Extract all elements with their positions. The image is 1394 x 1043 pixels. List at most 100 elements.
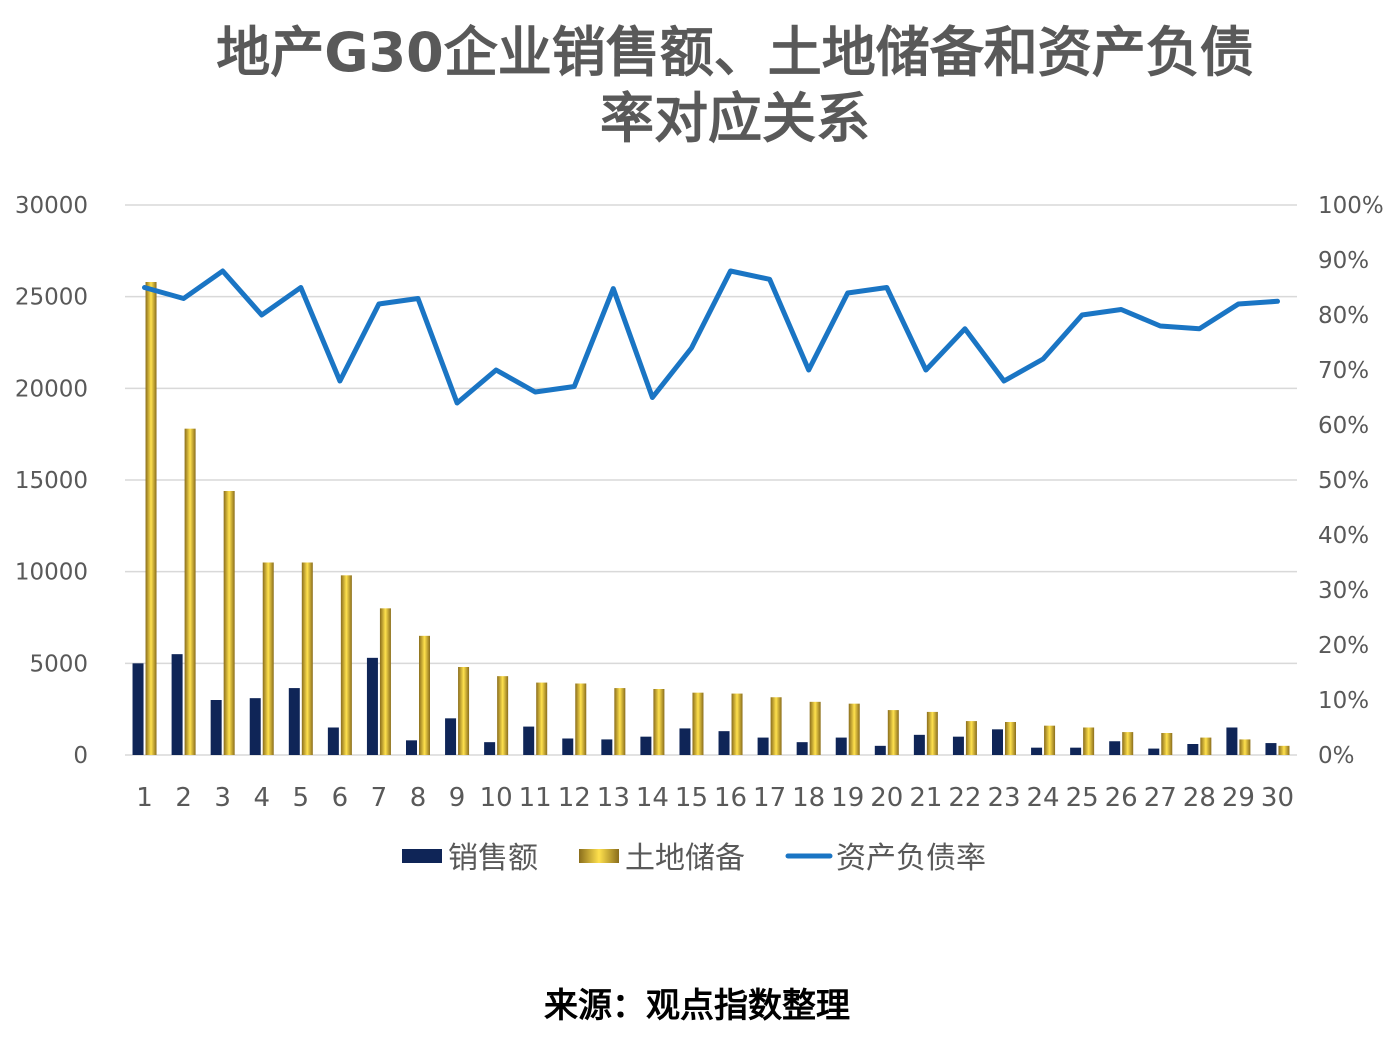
bar-land-reserve bbox=[340, 575, 352, 755]
x-axis-tick-label: 3 bbox=[214, 783, 231, 813]
bar-sales bbox=[718, 731, 730, 755]
bars bbox=[132, 282, 1290, 755]
bar-sales bbox=[874, 745, 886, 755]
bar-sales bbox=[1070, 747, 1082, 755]
right-axis-tick-label: 20% bbox=[1318, 633, 1369, 659]
bar-land-reserve bbox=[809, 701, 821, 755]
bar-land-reserve bbox=[614, 688, 626, 755]
bar-sales bbox=[640, 736, 652, 755]
bar-land-reserve bbox=[1083, 727, 1095, 755]
x-axis-tick-label: 21 bbox=[909, 783, 942, 813]
left-axis-tick-label: 15000 bbox=[15, 468, 88, 494]
bar-sales bbox=[913, 734, 925, 755]
x-axis-tick-label: 19 bbox=[831, 783, 864, 813]
x-axis-tick-label: 29 bbox=[1222, 783, 1255, 813]
left-axis-ticks: 0 5000 10000 15000 20000 25000 30000 bbox=[15, 193, 88, 769]
x-axis-tick-label: 23 bbox=[987, 783, 1020, 813]
bar-land-reserve bbox=[1161, 733, 1173, 755]
left-axis-tick-label: 20000 bbox=[15, 376, 88, 402]
x-axis-tick-label: 27 bbox=[1144, 783, 1177, 813]
bar-land-reserve bbox=[458, 667, 470, 755]
x-axis-tick-label: 2 bbox=[175, 783, 192, 813]
bar-land-reserve bbox=[262, 562, 274, 755]
bar-sales bbox=[835, 737, 847, 755]
x-axis-tick-label: 18 bbox=[792, 783, 825, 813]
bar-land-reserve bbox=[731, 693, 743, 755]
right-axis-ticks: 0% 10% 20% 30% 40% 50% 60% 70% 80% 90% 100% bbox=[1318, 193, 1384, 769]
legend-swatch-land-reserve bbox=[579, 849, 619, 863]
x-axis-tick-label: 14 bbox=[636, 783, 669, 813]
bar-land-reserve bbox=[848, 703, 860, 755]
left-axis-tick-label: 5000 bbox=[29, 651, 88, 677]
legend-swatch-sales bbox=[402, 849, 442, 863]
legend-label-debt-ratio: 资产负债率 bbox=[836, 841, 986, 876]
bar-sales bbox=[562, 738, 574, 755]
x-axis-tick-label: 25 bbox=[1066, 783, 1099, 813]
left-axis-tick-label: 25000 bbox=[15, 285, 88, 311]
bar-sales bbox=[210, 700, 222, 755]
right-axis-tick-label: 100% bbox=[1318, 193, 1384, 219]
bar-land-reserve bbox=[575, 683, 587, 755]
right-axis-tick-label: 0% bbox=[1318, 743, 1355, 769]
bar-sales bbox=[992, 729, 1003, 755]
x-axis-tick-label: 7 bbox=[371, 783, 388, 813]
bar-sales bbox=[366, 657, 378, 755]
chart-title: 地产G30企业销售额、土地储备和资产负债 率对应关系 bbox=[120, 20, 1350, 152]
bar-sales bbox=[1109, 741, 1121, 755]
x-axis-tick-label: 15 bbox=[675, 783, 708, 813]
bar-land-reserve bbox=[145, 282, 157, 755]
right-axis-tick-label: 30% bbox=[1318, 578, 1369, 604]
bar-sales bbox=[757, 737, 769, 755]
bar-sales bbox=[1148, 748, 1160, 755]
x-axis-tick-label: 30 bbox=[1261, 783, 1294, 813]
bar-sales bbox=[601, 739, 613, 755]
x-axis-tick-label: 26 bbox=[1105, 783, 1138, 813]
bar-land-reserve bbox=[301, 562, 313, 755]
bar-sales bbox=[171, 654, 183, 755]
legend-label-land-reserve: 土地储备 bbox=[625, 841, 745, 876]
legend-label-sales: 销售额 bbox=[448, 841, 538, 876]
bar-land-reserve bbox=[770, 697, 782, 755]
bar-sales bbox=[1187, 744, 1199, 755]
line-debt-ratio bbox=[142, 268, 1280, 406]
left-axis-tick-label: 30000 bbox=[15, 193, 88, 219]
bar-land-reserve bbox=[1200, 737, 1212, 755]
bar-land-reserve bbox=[1044, 725, 1056, 755]
x-axis-tick-label: 16 bbox=[714, 783, 747, 813]
source-note: 来源：观点指数整理 bbox=[544, 986, 850, 1026]
bar-sales bbox=[484, 742, 496, 755]
left-axis-tick-label: 0 bbox=[73, 743, 88, 769]
bar-sales bbox=[796, 742, 808, 755]
bar-land-reserve bbox=[223, 491, 235, 755]
bar-land-reserve bbox=[1278, 745, 1290, 755]
chart-title-line2: 率对应关系 bbox=[600, 87, 870, 150]
right-axis-tick-label: 10% bbox=[1318, 688, 1369, 714]
bar-sales bbox=[1265, 743, 1277, 755]
bar-sales bbox=[1226, 727, 1238, 755]
bar-sales bbox=[445, 718, 457, 755]
x-axis-tick-label: 20 bbox=[870, 783, 903, 813]
right-axis-tick-label: 50% bbox=[1318, 468, 1369, 494]
gridlines bbox=[125, 204, 1297, 756]
bar-land-reserve bbox=[1005, 722, 1016, 755]
x-axis-tick-label: 13 bbox=[597, 783, 630, 813]
bar-land-reserve bbox=[1239, 739, 1251, 755]
x-axis-tick-label: 28 bbox=[1183, 783, 1216, 813]
bar-sales bbox=[952, 736, 964, 755]
chart-title-line1: 地产G30企业销售额、土地储备和资产负债 bbox=[216, 21, 1254, 84]
left-axis-tick-label: 10000 bbox=[15, 560, 88, 586]
x-axis-tick-label: 6 bbox=[332, 783, 349, 813]
x-axis-tick-label: 10 bbox=[480, 783, 513, 813]
bar-land-reserve bbox=[184, 428, 196, 755]
bar-sales bbox=[249, 698, 261, 755]
bar-sales bbox=[679, 728, 691, 755]
x-axis-tick-label: 8 bbox=[410, 783, 427, 813]
bar-land-reserve bbox=[926, 711, 938, 755]
bar-land-reserve bbox=[653, 689, 665, 755]
bar-land-reserve bbox=[379, 608, 391, 755]
debt-ratio-line bbox=[142, 268, 1280, 406]
right-axis-tick-label: 40% bbox=[1318, 523, 1369, 549]
bar-land-reserve bbox=[497, 676, 509, 755]
x-axis-tick-label: 9 bbox=[449, 783, 466, 813]
bar-land-reserve bbox=[692, 692, 704, 755]
